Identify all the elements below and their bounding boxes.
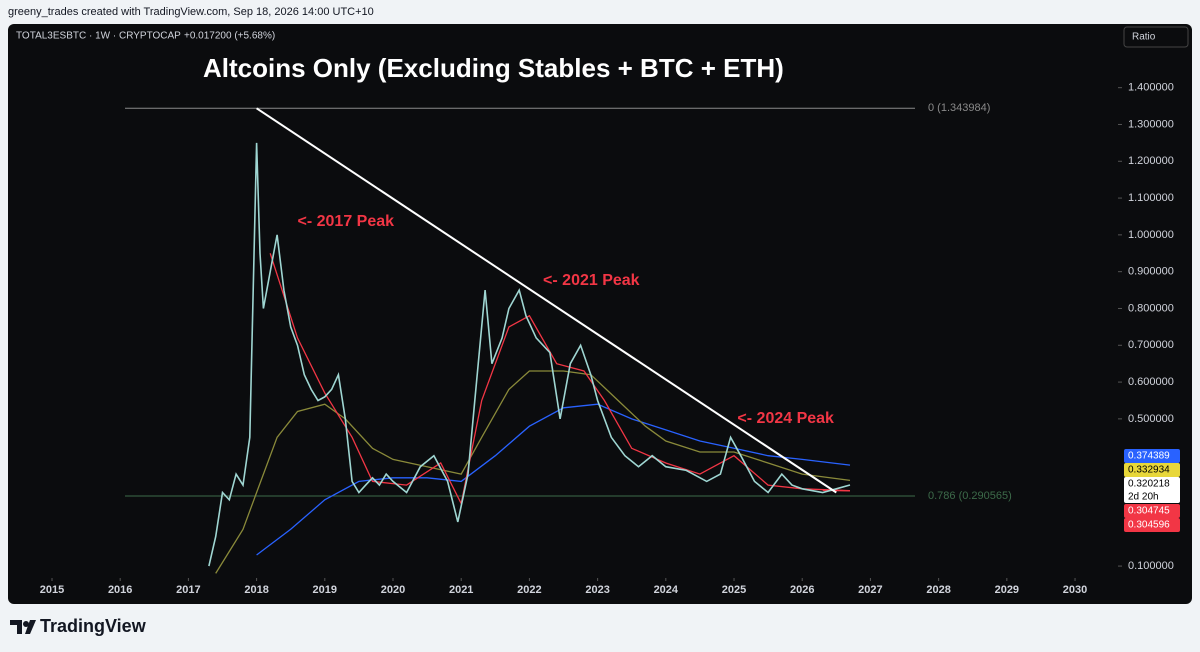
x-tick-label: 2025 bbox=[722, 584, 746, 596]
credit: greeny_trades created with TradingView.c… bbox=[8, 6, 374, 18]
price-badge-label: 0.320218 bbox=[1128, 479, 1170, 490]
annotation: <- 2021 Peak bbox=[543, 272, 640, 289]
scale-button[interactable] bbox=[1123, 26, 1189, 48]
scale-label[interactable]: Ratio bbox=[1132, 32, 1156, 43]
y-tick-label: 1.200000 bbox=[1128, 155, 1174, 167]
y-tick-label: 0.100000 bbox=[1128, 560, 1174, 572]
y-tick-label: 1.100000 bbox=[1128, 192, 1174, 204]
y-tick-label: 0.600000 bbox=[1128, 376, 1174, 388]
x-tick-label: 2024 bbox=[654, 584, 679, 596]
change: +0.017200 (+5.68%) bbox=[184, 31, 275, 42]
x-tick-label: 2018 bbox=[244, 584, 268, 596]
y-tick-label: 0.500000 bbox=[1128, 413, 1174, 425]
annotation: <- 2017 Peak bbox=[298, 213, 395, 230]
price-badge bbox=[1124, 518, 1180, 532]
y-tick-label: 0.900000 bbox=[1128, 266, 1174, 278]
price-badge-label: 0.374389 bbox=[1128, 451, 1170, 462]
y-tick-label: 0.700000 bbox=[1128, 339, 1174, 351]
price-badge-label: 0.332934 bbox=[1128, 465, 1170, 476]
x-tick-label: 2026 bbox=[790, 584, 814, 596]
x-tick-label: 2016 bbox=[108, 584, 132, 596]
y-tick-label: 1.000000 bbox=[1128, 229, 1174, 241]
level-label: 0.786 (0.290565) bbox=[928, 490, 1012, 502]
x-tick-label: 2028 bbox=[926, 584, 950, 596]
x-tick-label: 2029 bbox=[995, 584, 1019, 596]
price-badge-label: 0.304596 bbox=[1128, 520, 1170, 531]
brand-logo bbox=[10, 620, 36, 634]
x-tick-label: 2021 bbox=[449, 584, 473, 596]
trendline bbox=[256, 107, 837, 494]
x-tick-label: 2015 bbox=[40, 584, 64, 596]
countdown: 2d 20h bbox=[1128, 492, 1159, 503]
x-tick-label: 2030 bbox=[1063, 584, 1087, 596]
price-badge-label: 0.304745 bbox=[1128, 506, 1170, 517]
x-tick-label: 2019 bbox=[313, 584, 337, 596]
x-tick-label: 2020 bbox=[381, 584, 405, 596]
y-tick-label: 1.300000 bbox=[1128, 118, 1174, 130]
plot: 2015 2016 2017 2018 2019 2020 2021 2022 2023 2024… bbox=[40, 82, 1180, 596]
x-tick-label: 2017 bbox=[176, 584, 200, 596]
symbol: TOTAL3ESBTC · 1W · CRYPTOCAP bbox=[16, 31, 181, 42]
price-badge bbox=[1124, 449, 1180, 463]
price-badge bbox=[1124, 504, 1180, 518]
series-line bbox=[822, 489, 851, 492]
chart-title: Altcoins Only (Excluding Stables + BTC +… bbox=[203, 53, 784, 83]
y-tick-label: 0.800000 bbox=[1128, 302, 1174, 314]
y-tick-label: 1.400000 bbox=[1128, 82, 1174, 94]
series-line bbox=[269, 253, 851, 506]
price-badge bbox=[1124, 477, 1180, 503]
series-line bbox=[208, 142, 851, 567]
annotation: <- 2024 Peak bbox=[737, 410, 834, 427]
level-label: 0 (1.343984) bbox=[928, 102, 990, 114]
brand: TradingView bbox=[40, 616, 147, 636]
chart-panel bbox=[8, 24, 1192, 604]
series-line bbox=[215, 370, 851, 574]
x-tick-label: 2022 bbox=[517, 584, 541, 596]
x-tick-label: 2023 bbox=[585, 584, 609, 596]
x-tick-label: 2027 bbox=[858, 584, 882, 596]
price-badge bbox=[1124, 463, 1180, 477]
